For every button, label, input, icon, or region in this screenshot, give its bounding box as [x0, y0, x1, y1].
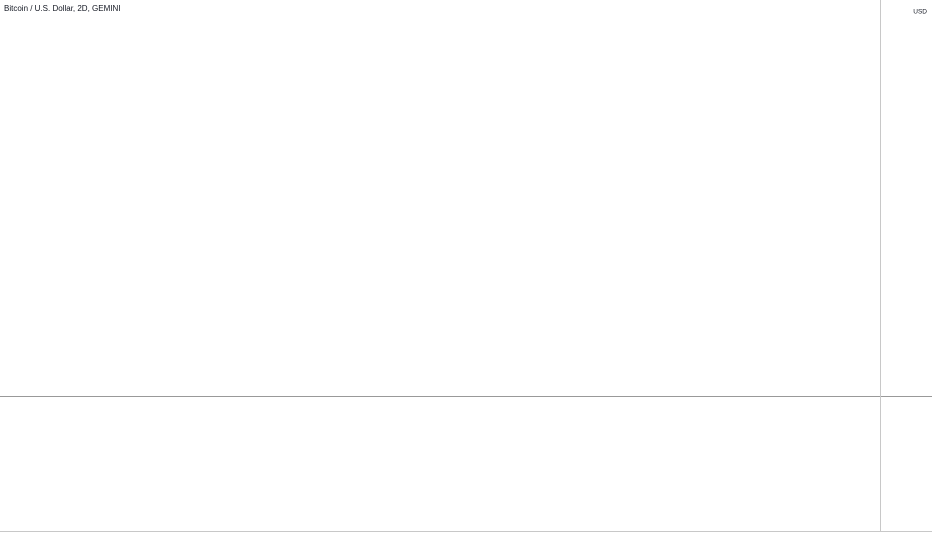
currency: USD — [913, 9, 927, 16]
chart-title: Bitcoin / U.S. Dollar, 2D, GEMINI — [4, 4, 120, 13]
